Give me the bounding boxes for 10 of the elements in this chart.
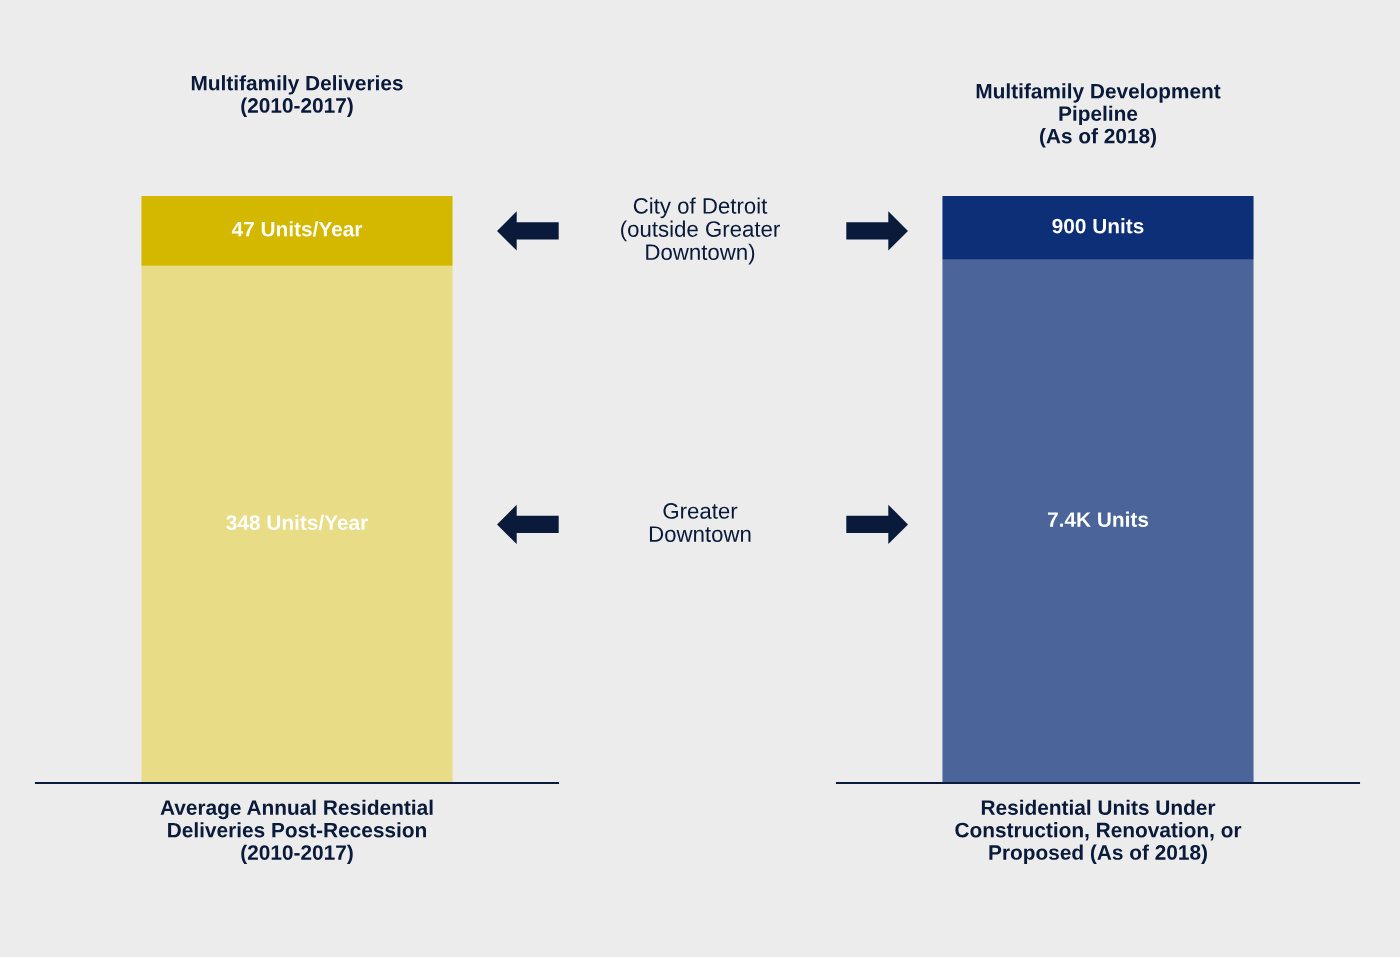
chart-title: Multifamily Deliveries (2010-2017) (191, 75, 403, 117)
text: Greater Downtown (649, 503, 751, 542)
data-label: 900 Units (1052, 218, 1144, 234)
x-axis-title: Residential Units Under Construction, Renovation, or Proposed (As of 2018) (955, 799, 1242, 864)
chart-title: Multifamily Development Pipeline (As of 2018) (976, 83, 1221, 148)
text: City of Detroit (outside Greater Downtown) (621, 197, 780, 265)
data-label: 47 Units/Year (231, 221, 363, 237)
data-label: 348 Units/Year (226, 514, 368, 531)
x-axis-title: Average Annual Residential Deliveries Post-Recession (2010-2017) (160, 799, 433, 865)
data-label: 7.4K Units (1047, 511, 1149, 527)
